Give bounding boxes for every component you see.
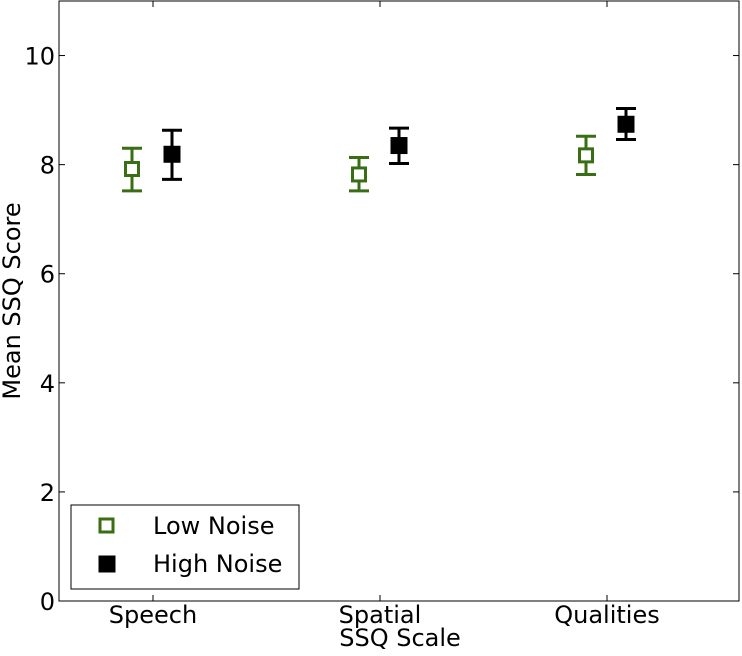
plot-area (122, 106, 636, 193)
high-noise-point-qualities (616, 106, 636, 142)
data-marker (617, 115, 635, 133)
low-noise-point-speech (122, 146, 142, 193)
x-tick-label-spatial: Spatial (339, 601, 422, 629)
legend-label-low-noise: Low Noise (153, 512, 274, 540)
y-axis-label: Mean SSQ Score (0, 202, 26, 399)
legend-marker-high-noise (98, 555, 116, 573)
data-marker (390, 137, 408, 155)
x-axis-label: SSQ Scale (339, 624, 461, 652)
data-marker (578, 147, 594, 164)
high-noise-point-spatial (389, 126, 409, 166)
y-tick-label: 8 (40, 152, 55, 180)
y-tick-label: 2 (40, 479, 55, 507)
high-noise-point-speech (162, 128, 182, 181)
y-axis: 0 2 4 6 8 10 (24, 43, 739, 616)
legend: Low Noise High Noise (70, 504, 300, 590)
y-tick-label: 4 (40, 370, 55, 398)
y-tick-label: 10 (24, 43, 55, 71)
legend-marker-low-noise (98, 517, 115, 534)
low-noise-point-qualities (576, 134, 596, 176)
x-axis: Speech Spatial Qualities (109, 1, 660, 629)
y-tick-label: 0 (40, 588, 55, 616)
data-marker (351, 166, 367, 183)
low-noise-point-spatial (349, 156, 369, 193)
legend-label-high-noise: High Noise (153, 550, 282, 578)
data-marker (163, 145, 181, 163)
x-tick-label-speech: Speech (109, 601, 197, 629)
x-tick-label-qualities: Qualities (554, 601, 660, 629)
y-tick-label: 6 (40, 261, 55, 289)
plot-frame (58, 0, 740, 602)
data-marker (124, 161, 140, 177)
